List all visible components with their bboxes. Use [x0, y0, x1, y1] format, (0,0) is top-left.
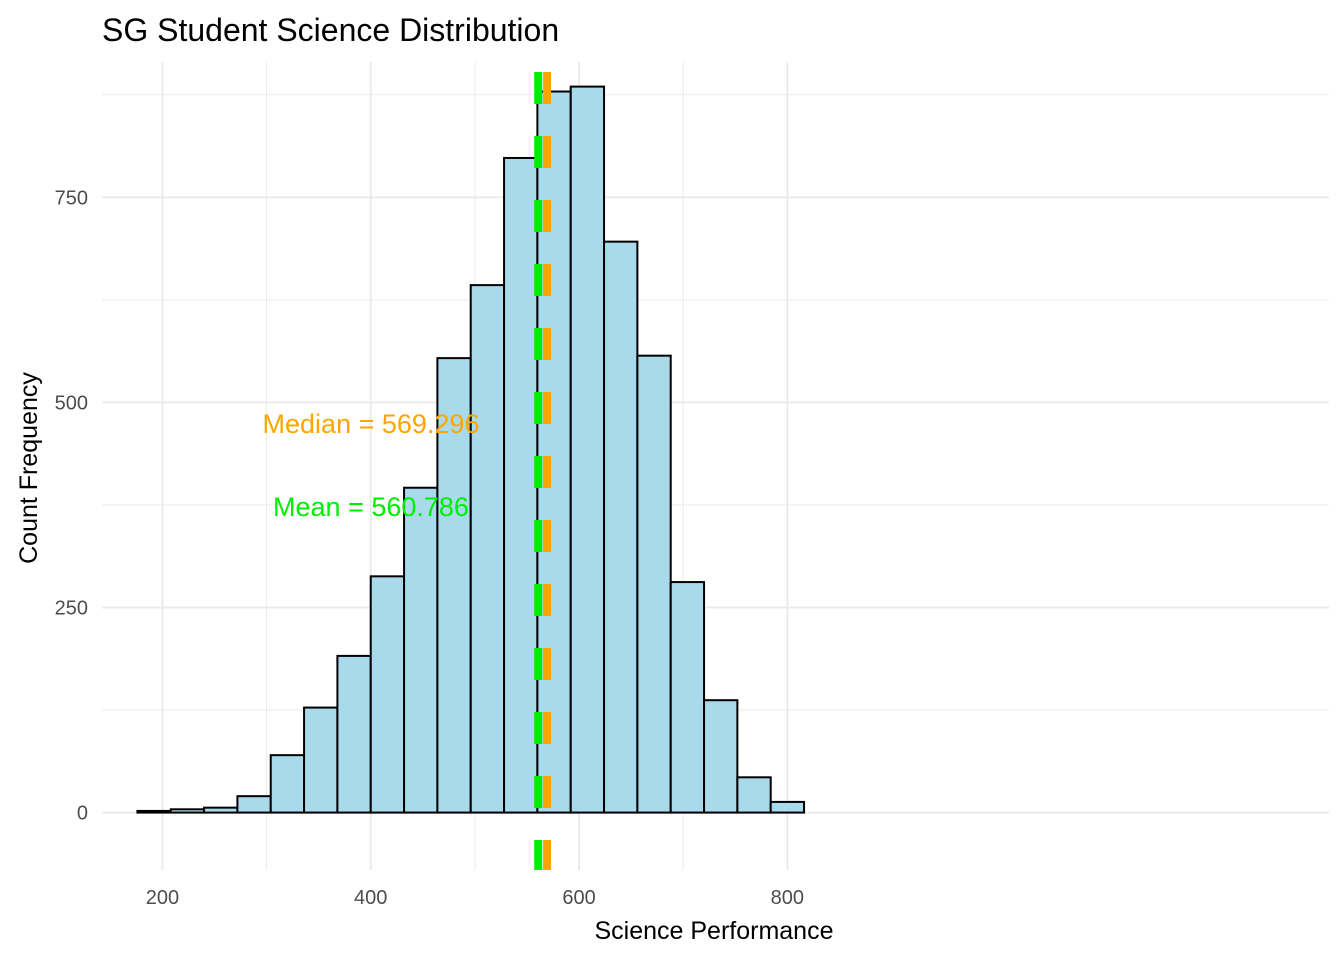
histogram-bar [436, 357, 472, 814]
histogram-bar [336, 654, 372, 814]
histogram-bar [769, 800, 806, 814]
histogram-bar [236, 795, 272, 814]
histogram-bar [469, 284, 506, 814]
histogram-bar [136, 809, 172, 814]
y-tick-label: 250 [55, 598, 88, 620]
histogram-bar [569, 85, 606, 814]
histogram-bar [203, 806, 239, 814]
histogram-bar [636, 354, 672, 814]
median-annotation: Median = 569.296 [263, 409, 480, 439]
y-tick-label: 750 [55, 187, 88, 209]
x-axis-title: Science Performance [594, 917, 833, 945]
histogram-bar [703, 699, 739, 814]
y-axis-title: Count Frequency [15, 372, 43, 564]
axis-ticks: 200 400 600 800 0 250 500 750 [55, 187, 804, 909]
x-tick-label: 400 [354, 887, 387, 909]
x-tick-label: 600 [562, 887, 595, 909]
histogram-bar [669, 581, 706, 814]
histogram-bar [603, 240, 639, 814]
x-tick-label: 200 [146, 887, 179, 909]
y-tick-label: 0 [77, 803, 88, 825]
histogram-bar [369, 575, 406, 814]
x-tick-label: 800 [771, 887, 804, 909]
histogram-bar [169, 808, 206, 814]
histogram-bar [403, 486, 439, 814]
histogram-bar [269, 754, 306, 814]
chart-title: SG Student Science Distribution [102, 12, 559, 48]
histogram-bar [736, 776, 772, 814]
y-tick-label: 500 [55, 392, 88, 414]
histogram-bar [303, 706, 339, 814]
reference-lines [534, 72, 552, 870]
histogram-bar [536, 90, 572, 814]
histogram-bars [136, 85, 806, 814]
mean-annotation: Mean = 560.786 [273, 492, 469, 522]
histogram-bar [503, 156, 539, 814]
